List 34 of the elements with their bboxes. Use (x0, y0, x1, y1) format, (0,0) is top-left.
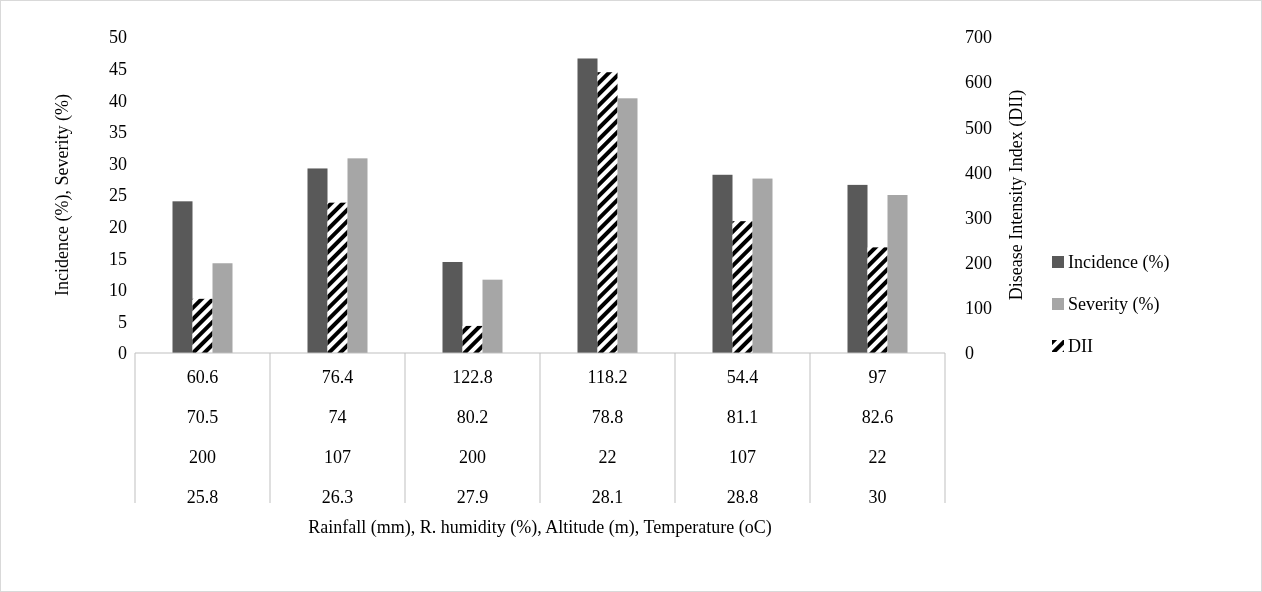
x-axis-title: Rainfall (mm), R. humidity (%), Altitude (m), Temperature (oC) (308, 517, 772, 538)
y-tick-label: 20 (109, 216, 127, 237)
bar (482, 279, 503, 353)
legend-label: Incidence (%) (1068, 252, 1170, 274)
bar (442, 261, 463, 353)
y2-tick-label: 500 (965, 117, 992, 138)
x-tick-label: 122.8 80.2 200 27.9 (452, 367, 493, 507)
y-tick-label: 10 (109, 280, 127, 301)
bar (172, 201, 193, 353)
y-tick-label: 30 (109, 153, 127, 174)
y2-tick-label: 700 (965, 27, 992, 48)
y-tick-label: 25 (109, 185, 127, 206)
x-tick-label: 54.4 81.1 107 28.8 (726, 367, 759, 507)
y2-tick-label: 200 (965, 253, 992, 274)
y-tick-label: 40 (109, 90, 127, 111)
y-tick-label: 35 (109, 122, 127, 143)
y2-tick-label: 600 (965, 72, 992, 93)
legend-label: DII (1068, 336, 1093, 357)
y-tick-label: 50 (109, 27, 127, 48)
y-tick-label: 45 (109, 58, 127, 79)
y2-tick-label: 100 (965, 298, 992, 319)
y-tick-label: 5 (118, 311, 127, 332)
x-tick-label: 76.4 74 107 26.3 (321, 367, 354, 507)
y-axis-title: Incidence (%), Severity (%) (52, 94, 73, 296)
legend-label: Severity (%) (1068, 294, 1160, 316)
x-tick-label: 60.6 70.5 200 25.8 (186, 367, 219, 507)
y2-axis-title: Disease Intensity Index (DII) (1006, 89, 1027, 301)
y2-tick-label: 300 (965, 207, 992, 228)
x-tick-label: 118.2 78.8 22 28.1 (587, 367, 628, 507)
x-tick-label: 97 82.6 22 30 (861, 367, 894, 507)
y2-tick-label: 400 (965, 162, 992, 183)
y-tick-label: 15 (109, 248, 127, 269)
y-tick-label: 0 (118, 343, 127, 364)
y2-tick-label: 0 (965, 343, 974, 364)
